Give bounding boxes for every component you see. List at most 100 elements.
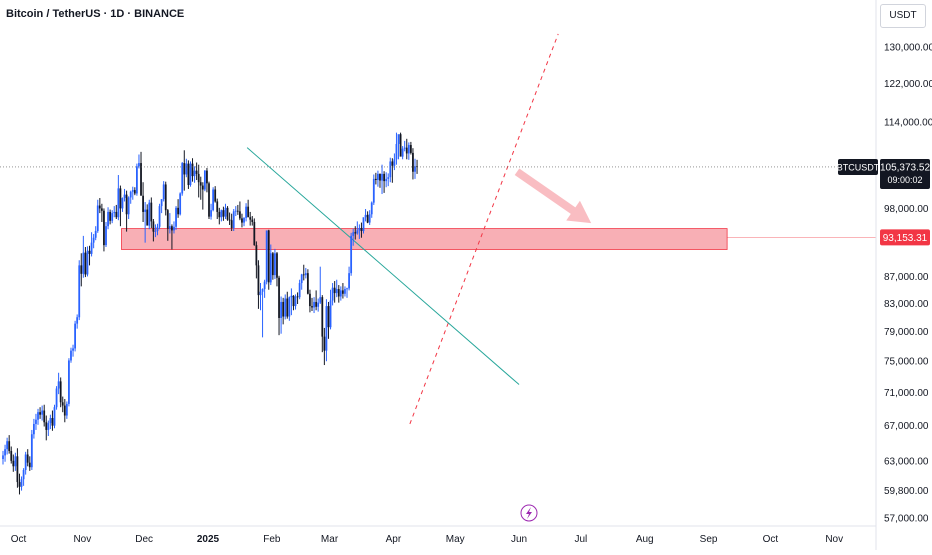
candle <box>28 456 31 471</box>
candle-body <box>109 211 112 221</box>
candle <box>162 181 165 202</box>
time-tick-label: Jul <box>574 534 587 545</box>
candle <box>399 132 402 157</box>
candle <box>414 158 416 179</box>
countdown-timer: 09:00:02 <box>887 175 922 185</box>
candle <box>123 188 126 202</box>
falling-trendline[interactable] <box>246 147 520 385</box>
candle-body <box>35 419 37 424</box>
candle-body <box>166 210 169 229</box>
last-price-tag-bg <box>880 158 930 189</box>
candle <box>94 226 97 241</box>
candle-body <box>208 183 210 217</box>
candle-body <box>55 388 58 408</box>
candle-body <box>111 213 114 221</box>
candle <box>313 297 315 314</box>
candle <box>57 372 60 395</box>
candle <box>282 297 285 325</box>
candle <box>377 170 379 187</box>
candle-body <box>4 449 6 456</box>
candle-body <box>164 184 167 211</box>
candle <box>68 358 70 407</box>
candle <box>344 286 346 297</box>
candle-body <box>212 189 215 211</box>
candle-body <box>253 221 256 246</box>
candle <box>113 206 116 218</box>
candle-body <box>119 188 122 209</box>
candle <box>24 451 27 475</box>
candle <box>226 206 229 221</box>
candle-body <box>39 412 41 415</box>
projection-arrow[interactable] <box>514 168 592 224</box>
candle <box>166 209 169 241</box>
candle-body <box>187 163 190 186</box>
candle <box>311 297 313 311</box>
candle <box>306 269 309 295</box>
candle-body <box>397 134 400 144</box>
candle-body <box>306 273 309 294</box>
candle <box>187 160 190 189</box>
candle-body <box>313 301 315 308</box>
candle <box>329 289 332 330</box>
candle-body <box>43 410 46 423</box>
candle <box>100 203 103 222</box>
candle-body <box>10 450 13 461</box>
lightning-icon[interactable] <box>520 504 538 522</box>
candle <box>199 176 202 200</box>
time-tick-label: Aug <box>636 534 654 545</box>
candle <box>41 405 44 421</box>
candle <box>72 344 74 357</box>
price-tick-label: 63,000.00 <box>884 456 929 467</box>
candle <box>43 404 46 427</box>
rising-trendline[interactable] <box>409 33 559 425</box>
candle-body <box>286 298 289 317</box>
support-zone[interactable] <box>121 228 728 250</box>
candle-body <box>362 217 365 232</box>
candle <box>389 157 392 183</box>
candle-body <box>177 207 179 215</box>
candle <box>383 171 385 193</box>
candle <box>243 217 245 227</box>
candle <box>127 196 130 220</box>
candle <box>179 192 182 216</box>
candle <box>117 175 120 221</box>
candle <box>203 170 206 192</box>
candle-body <box>41 410 44 415</box>
candle <box>4 444 6 462</box>
candle <box>129 190 132 204</box>
candle-body <box>323 336 326 351</box>
candle <box>22 468 25 486</box>
candle-body <box>123 194 126 199</box>
candle-body <box>203 170 206 190</box>
candle <box>136 163 138 196</box>
candle-body <box>409 145 412 153</box>
candle-body <box>331 287 334 301</box>
candle-body <box>14 456 17 467</box>
candle-body <box>201 185 204 190</box>
candle <box>47 420 50 436</box>
candle-body <box>193 170 196 177</box>
candle <box>191 158 194 182</box>
candle <box>304 267 307 279</box>
price-tick-label: 83,000.00 <box>884 299 929 310</box>
time-tick-label: Nov <box>73 534 91 545</box>
candle-body <box>129 191 132 198</box>
currency-selector[interactable]: USDT <box>880 4 926 28</box>
candle <box>98 198 101 214</box>
candle <box>201 182 204 210</box>
candle-body <box>131 190 134 192</box>
candle <box>379 173 381 188</box>
candle-body <box>171 226 173 231</box>
candle <box>177 199 179 218</box>
candle <box>183 150 186 191</box>
candle <box>154 224 157 238</box>
candle <box>193 166 196 183</box>
candle <box>288 296 291 321</box>
price-tick-label: 98,000.00 <box>884 204 929 215</box>
candle-body <box>249 217 252 220</box>
candle <box>220 209 223 222</box>
candle-body <box>302 274 305 276</box>
candle <box>267 229 270 290</box>
